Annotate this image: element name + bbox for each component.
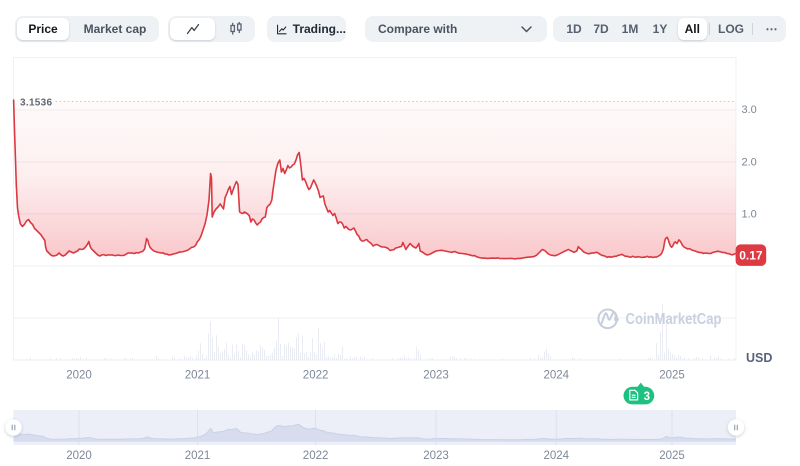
svg-text:2023: 2023 bbox=[423, 370, 449, 382]
svg-text:2022: 2022 bbox=[303, 450, 329, 462]
svg-text:3: 3 bbox=[644, 391, 650, 403]
svg-text:2022: 2022 bbox=[303, 370, 329, 382]
svg-text:3.0: 3.0 bbox=[742, 104, 757, 116]
svg-text:CoinMarketCap: CoinMarketCap bbox=[626, 311, 722, 328]
svg-text:2024: 2024 bbox=[544, 370, 570, 382]
svg-text:2.0: 2.0 bbox=[742, 157, 757, 169]
svg-text:2021: 2021 bbox=[185, 450, 211, 462]
svg-text:3.1536: 3.1536 bbox=[20, 98, 53, 109]
svg-text:2021: 2021 bbox=[185, 370, 211, 382]
svg-text:USD: USD bbox=[746, 351, 772, 365]
svg-text:2025: 2025 bbox=[659, 370, 685, 382]
svg-text:2020: 2020 bbox=[66, 450, 92, 462]
svg-text:1.0: 1.0 bbox=[742, 209, 757, 221]
svg-text:2020: 2020 bbox=[66, 370, 92, 382]
svg-text:2025: 2025 bbox=[659, 450, 685, 462]
svg-text:2023: 2023 bbox=[423, 450, 449, 462]
svg-text:0.17: 0.17 bbox=[739, 249, 763, 263]
svg-text:2024: 2024 bbox=[544, 450, 570, 462]
